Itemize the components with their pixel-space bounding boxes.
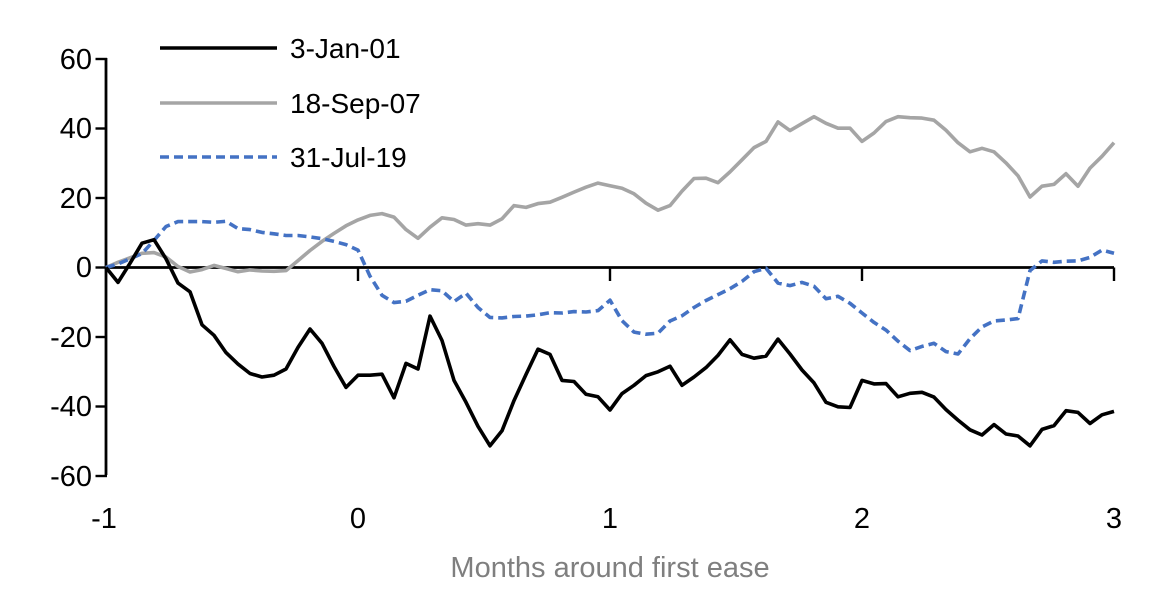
y-tick-label-0: 0: [76, 252, 92, 284]
x-tick-label-n1: -1: [91, 503, 117, 535]
x-tick-label-2: 2: [854, 503, 870, 535]
x-tick-label-0: 0: [350, 503, 366, 535]
legend-item-18-sep-07: 18-Sep-07: [160, 88, 421, 119]
y-tick-label-60: 60: [60, 44, 92, 76]
x-tick-label-1: 1: [602, 503, 618, 535]
legend-label-31-jul-19: 31-Jul-19: [290, 142, 407, 173]
x-axis-title: Months around first ease: [450, 552, 769, 584]
y-tick-label-n40: -40: [50, 391, 92, 423]
legend: 3-Jan-01 18-Sep-07 31-Jul-19: [160, 33, 421, 173]
y-axis-ticks: [95, 57, 107, 478]
plot-series: [104, 114, 1116, 448]
y-tick-label-n20: -20: [50, 322, 92, 354]
legend-item-31-jul-19: 31-Jul-19: [160, 142, 407, 173]
series-line-18-sep-07: [105, 114, 1116, 274]
series-line-3-jan-01: [104, 237, 1115, 448]
y-tick-label-n60: -60: [50, 461, 92, 493]
y-tick-label-20: 20: [60, 183, 92, 215]
legend-label-18-sep-07: 18-Sep-07: [290, 88, 421, 119]
series-line-31-jul-19: [105, 219, 1115, 356]
legend-item-3-jan-01: 3-Jan-01: [160, 33, 401, 64]
x-axis-ticks: [356, 267, 1116, 281]
legend-label-3-jan-01: 3-Jan-01: [290, 33, 401, 64]
x-tick-label-3: 3: [1106, 503, 1122, 535]
y-tick-label-40: 40: [60, 113, 92, 145]
